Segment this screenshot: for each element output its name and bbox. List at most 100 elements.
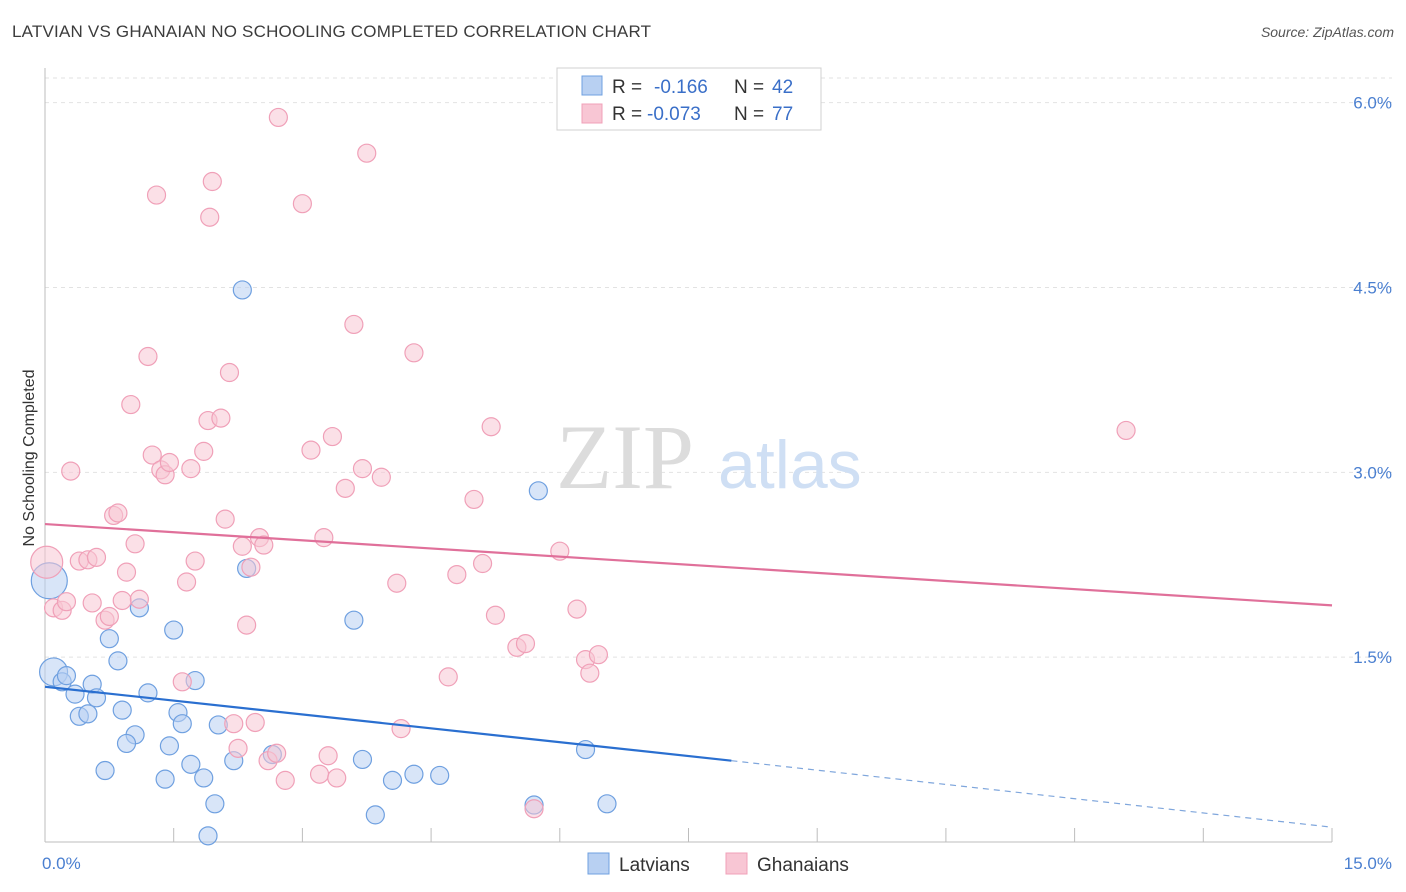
watermark-zip: ZIP [556, 406, 694, 508]
latvian-trend-line [44, 685, 732, 762]
ghanaian-point-18 [138, 346, 158, 367]
ghanaian-point-59 [387, 573, 407, 593]
ghanaian-point-42 [254, 535, 274, 555]
ghanaian-point-51 [318, 746, 338, 766]
ghanaian-point-46 [275, 770, 295, 790]
ghanaian-point-36 [228, 738, 248, 758]
ghanaian-point-47 [292, 194, 312, 214]
source-credit: Source: ZipAtlas.com [1260, 24, 1394, 40]
ghanaian-point-54 [335, 478, 355, 498]
x-tick-label-0: 0.0% [42, 854, 81, 873]
data-points [30, 107, 1136, 846]
ghanaian-point-48 [301, 440, 321, 460]
ghanaian-point-23 [159, 452, 180, 473]
ghanaian-point-69 [515, 634, 536, 654]
correlation-legend: R = -0.166 N = 42 R = -0.073 N = 77 [556, 67, 822, 131]
ghanaian-point-53 [327, 768, 347, 788]
latvian-point-4 [65, 684, 85, 704]
latvian-point-41 [597, 794, 617, 814]
latvian-point-35 [382, 770, 403, 790]
ghanaian-point-65 [472, 553, 493, 574]
watermark-atlas: atlas [718, 427, 862, 503]
ghanaian-point-72 [567, 599, 587, 619]
legend-n-value-ghanaians: 77 [772, 104, 793, 125]
legend-swatch-ghanaians [581, 103, 603, 124]
ghanaian-point-7 [82, 593, 102, 613]
ghanaian-point-25 [176, 572, 197, 592]
y-tick-label-1: 3.0% [1353, 463, 1392, 482]
legend-n-value-latvians: 42 [772, 77, 793, 98]
latvian-point-8 [78, 704, 98, 724]
ghanaian-point-31 [202, 171, 222, 192]
ghanaian-point-57 [357, 143, 377, 163]
latvian-point-17 [159, 736, 180, 756]
ghanaian-point-64 [464, 489, 484, 510]
ghanaian-point-75 [588, 645, 609, 665]
ghanaian-point-61 [404, 343, 424, 363]
ghanaian-point-13 [112, 590, 132, 611]
latvian-point-18 [164, 620, 184, 640]
ghanaian-point-3 [56, 592, 77, 612]
ghanaian-point-40 [245, 712, 265, 733]
legend-r-value-ghanaians: -0.073 [647, 104, 701, 125]
bottom-legend-swatch-latvians [587, 852, 610, 875]
ghanaian-point-70 [524, 799, 544, 819]
ghanaian-point-32 [211, 408, 231, 428]
ghanaian-trend-line [44, 522, 1333, 607]
ghanaian-point-30 [200, 207, 220, 227]
y-tick-label-0: 1.5% [1353, 648, 1392, 667]
ghanaian-point-24 [172, 672, 192, 692]
ghanaian-point-55 [344, 314, 364, 335]
trend-lines [44, 522, 1333, 828]
legend-n-label-ghanaians: N = [734, 104, 764, 125]
ghanaian-point-15 [121, 394, 141, 415]
ghanaian-point-76 [1116, 420, 1136, 441]
ghanaian-point-35 [224, 714, 244, 734]
chart-title: LATVIAN VS GHANAIAN NO SCHOOLING COMPLET… [12, 22, 652, 41]
ghanaian-point-63 [447, 564, 467, 585]
ghanaian-point-17 [129, 589, 149, 609]
ghanaian-point-44 [267, 743, 287, 763]
ghanaian-point-67 [485, 605, 506, 625]
latvian-point-32 [344, 610, 364, 630]
latvian-point-34 [365, 805, 385, 825]
ghanaian-point-49 [309, 764, 330, 784]
ghanaian-point-33 [215, 509, 235, 529]
ghanaian-point-14 [116, 562, 137, 582]
latvian-point-29 [232, 280, 252, 300]
bottom-legend-label-latvians: Latvians [619, 855, 690, 876]
y-tick-label-2: 4.5% [1353, 278, 1392, 297]
ghanaian-point-56 [352, 459, 373, 479]
ghanaian-point-74 [580, 663, 600, 683]
latvian-point-10 [108, 651, 128, 671]
watermark: ZIP atlas [556, 406, 862, 508]
y-tick-label-3: 6.0% [1353, 94, 1392, 113]
legend-r-label-latvians: R = [612, 77, 642, 98]
ghanaian-point-19 [142, 445, 162, 465]
ghanaian-point-10 [99, 606, 119, 627]
ghanaian-point-12 [108, 503, 128, 523]
y-tick-labels: 1.5% 3.0% 4.5% 6.0% [1353, 94, 1392, 668]
ghanaian-point-39 [241, 557, 261, 577]
ghanaian-point-66 [481, 417, 501, 437]
ghanaian-point-38 [237, 615, 257, 635]
latvian-point-22 [181, 754, 201, 774]
latvian-point-20 [172, 714, 192, 734]
ghanaian-point-8 [86, 547, 107, 567]
ghanaian-point-62 [438, 667, 458, 687]
latvian-point-24 [194, 768, 214, 788]
legend-r-value-latvians: -0.166 [654, 77, 708, 98]
bottom-legend-swatch-ghanaians [725, 852, 748, 875]
latvian-point-27 [198, 826, 218, 846]
latvian-point-25 [205, 794, 225, 814]
ghanaian-point-58 [371, 467, 391, 487]
x-tick-label-1: 15.0% [1344, 854, 1392, 873]
series-legend: Latvians Ghanaians [587, 852, 849, 876]
latvian-trend-extension [731, 760, 1333, 828]
bottom-legend-label-ghanaians: Ghanaians [757, 855, 849, 876]
legend-n-label-latvians: N = [734, 77, 764, 98]
ghanaian-point-34 [219, 362, 240, 383]
ghanaian-point-0 [30, 545, 64, 579]
legend-r-label-ghanaians: R = [612, 104, 642, 125]
